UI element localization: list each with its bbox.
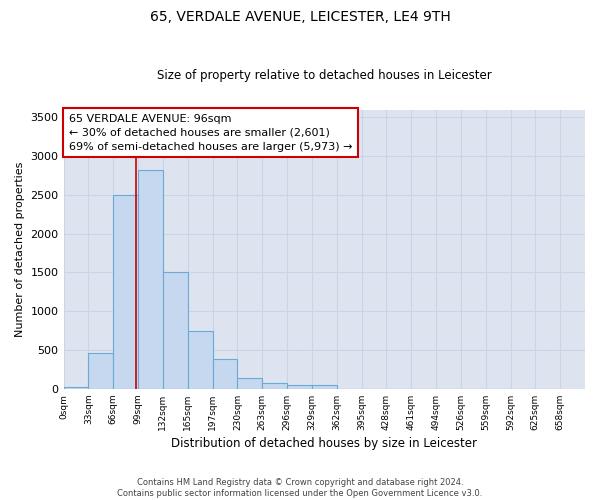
Text: 65 VERDALE AVENUE: 96sqm
← 30% of detached houses are smaller (2,601)
69% of sem: 65 VERDALE AVENUE: 96sqm ← 30% of detach… [69,114,352,152]
Bar [262,383,287,389]
Bar [188,332,212,389]
Bar [287,384,312,389]
Bar [312,384,337,389]
Y-axis label: Number of detached properties: Number of detached properties [15,162,25,337]
Bar [113,195,138,389]
Text: Contains HM Land Registry data © Crown copyright and database right 2024.
Contai: Contains HM Land Registry data © Crown c… [118,478,482,498]
Bar [238,378,262,389]
Text: 65, VERDALE AVENUE, LEICESTER, LE4 9TH: 65, VERDALE AVENUE, LEICESTER, LE4 9TH [149,10,451,24]
Title: Size of property relative to detached houses in Leicester: Size of property relative to detached ho… [157,69,491,82]
Bar [64,388,88,389]
Bar [163,272,188,389]
Bar [138,170,163,389]
Bar [88,353,113,389]
Bar [212,358,238,389]
X-axis label: Distribution of detached houses by size in Leicester: Distribution of detached houses by size … [171,437,477,450]
